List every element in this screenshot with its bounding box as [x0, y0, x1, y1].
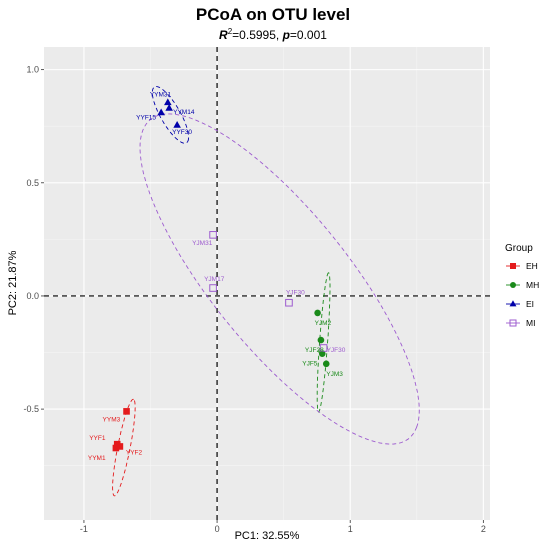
- confidence-ellipses: [112, 86, 420, 497]
- point-eh: [116, 443, 124, 450]
- axis-ticks: -1 0 1 2 -0.5 0.0 0.5 1.0: [23, 65, 485, 534]
- point-label: YYM31: [150, 91, 172, 98]
- y-tick-label: 0.0: [26, 291, 39, 301]
- point-mh: [317, 336, 325, 344]
- point-label: YYM14: [173, 109, 195, 116]
- y-axis-label: PC2: 21.87%: [7, 250, 19, 315]
- point-label: YJF5: [302, 361, 318, 368]
- y-tick-label: 0.5: [26, 178, 39, 188]
- r-squared-value: =0.5995,: [232, 28, 282, 42]
- legend-label: EH: [526, 261, 538, 271]
- ellipse-ei: [151, 86, 190, 144]
- point-label: YJF30: [286, 290, 305, 297]
- legend-marker-mh: [510, 282, 516, 288]
- point-label: YJM31: [192, 240, 213, 247]
- legend-marker-mi: [509, 319, 517, 327]
- legend: Group EH MH EI MI: [505, 243, 539, 328]
- point-ei: [157, 108, 165, 116]
- point-label: YYF2: [126, 449, 143, 456]
- point-label: YYM3: [103, 416, 121, 423]
- legend-label: MI: [526, 318, 535, 328]
- p-value: =0.001: [290, 28, 327, 42]
- point-ei: [165, 103, 173, 111]
- legend-marker-eh: [510, 263, 516, 269]
- chart-title: PCoA on OTU level: [196, 5, 350, 24]
- legend-label: EI: [526, 299, 534, 309]
- point-mi: [209, 284, 217, 292]
- point-label: YYF30: [172, 129, 192, 136]
- reference-lines: [44, 47, 490, 520]
- point-label: YJM17: [204, 276, 225, 283]
- point-labels: YYM3 YYF1 YYF2 YYM1 YJM2 YJF28 YJF5 YJM3 YYM31 YY…: [88, 91, 346, 462]
- point-label: YYF1: [89, 435, 106, 442]
- point-label: YJF30: [327, 347, 346, 354]
- point-eh: [123, 408, 130, 415]
- y-tick-label: -0.5: [23, 404, 39, 414]
- x-tick-label: -1: [80, 524, 88, 534]
- point-label: YJM3: [326, 371, 343, 378]
- point-label: YJM2: [315, 320, 332, 327]
- point-mh: [318, 350, 326, 357]
- point-label: YYF15: [136, 115, 156, 122]
- r-squared-superscript: 2: [228, 27, 233, 36]
- x-axis-label: PC1: 32.55%: [235, 530, 300, 542]
- chart-subtitle: R2=0.5995, p=0.001: [219, 27, 327, 42]
- point-label: YJF28: [305, 347, 324, 354]
- y-tick-label: 1.0: [26, 65, 39, 75]
- point-ei: [164, 98, 172, 106]
- data-points: [112, 98, 330, 452]
- point-ei: [173, 120, 181, 128]
- point-mh: [314, 309, 321, 317]
- p-symbol: p: [282, 28, 290, 42]
- point-mi: [319, 344, 328, 352]
- point-mh: [322, 360, 330, 368]
- ellipse-mi: [139, 113, 420, 445]
- point-mi: [285, 298, 293, 307]
- legend-label: MH: [526, 280, 539, 290]
- ellipse-eh: [112, 398, 136, 497]
- legend-marker-ei: [509, 300, 517, 307]
- point-mi: [209, 231, 217, 239]
- point-label: YYM1: [88, 455, 106, 462]
- plot-panel: [44, 47, 490, 520]
- r-squared-symbol: R: [219, 28, 228, 42]
- x-tick-label: 1: [348, 524, 353, 534]
- x-tick-label: 0: [215, 524, 220, 534]
- legend-title: Group: [505, 243, 533, 254]
- point-eh: [112, 444, 120, 452]
- x-tick-label: 2: [481, 524, 486, 534]
